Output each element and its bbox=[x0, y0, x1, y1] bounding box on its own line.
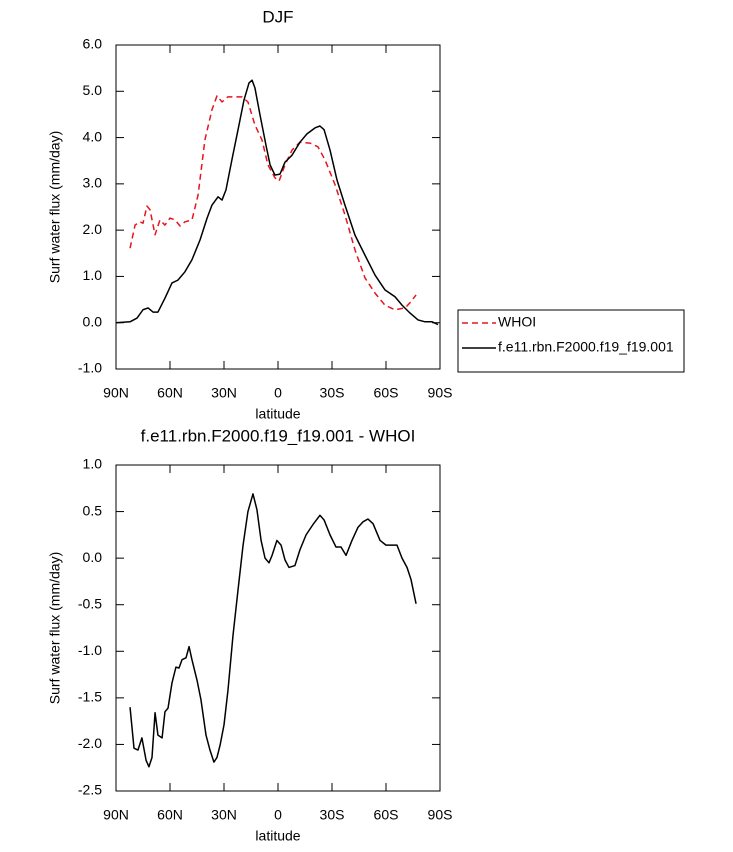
x-tick-label: 30N bbox=[211, 385, 237, 401]
y-tick-label: 1.0 bbox=[83, 267, 103, 283]
data-line bbox=[129, 95, 417, 311]
y-tick-label: 3.0 bbox=[83, 175, 103, 191]
y-tick-label: 0.0 bbox=[83, 549, 103, 565]
chart-title: f.e11.rbn.F2000.f19_f19.001 - WHOI bbox=[141, 426, 416, 445]
x-tick-label: 30S bbox=[320, 385, 345, 401]
x-tick-label: 30S bbox=[320, 807, 345, 823]
data-line bbox=[115, 79, 439, 326]
y-tick-label: -2.0 bbox=[78, 735, 102, 751]
x-tick-label: 60N bbox=[157, 807, 183, 823]
x-tick-label: 0 bbox=[274, 807, 282, 823]
plot-frame bbox=[115, 44, 441, 370]
x-tick-label: 90S bbox=[428, 807, 453, 823]
x-tick-label: 0 bbox=[274, 385, 282, 401]
y-tick-label: -1.0 bbox=[78, 642, 102, 658]
y-tick-label: 2.0 bbox=[83, 221, 103, 237]
y-tick-label: -1.0 bbox=[78, 360, 102, 376]
y-tick-label: 6.0 bbox=[83, 36, 103, 52]
legend-label: WHOI bbox=[498, 314, 536, 330]
x-axis-label: latitude bbox=[255, 828, 300, 844]
x-tick-label: 60S bbox=[374, 385, 399, 401]
x-axis-label: latitude bbox=[255, 406, 300, 422]
y-axis-label: Surf water flux (mm/day) bbox=[47, 131, 63, 283]
plot-frame bbox=[115, 464, 441, 792]
chart-title: DJF bbox=[262, 7, 293, 26]
y-tick-label: 4.0 bbox=[83, 128, 103, 144]
y-axis-label: Surf water flux (mm/day) bbox=[47, 552, 63, 704]
y-tick-label: 0.0 bbox=[83, 313, 103, 329]
y-tick-label: 5.0 bbox=[83, 82, 103, 98]
legend: WHOI f.e11.rbn.F2000.f19_f19.001 bbox=[457, 309, 685, 373]
x-tick-label: 90N bbox=[103, 807, 129, 823]
x-tick-label: 60S bbox=[374, 807, 399, 823]
y-tick-label: 1.0 bbox=[83, 456, 103, 472]
y-tick-label: -1.5 bbox=[78, 689, 102, 705]
legend-box bbox=[457, 309, 685, 373]
legend-label: f.e11.rbn.F2000.f19_f19.001 bbox=[498, 339, 674, 355]
y-tick-label: -0.5 bbox=[78, 595, 102, 611]
y-tick-label: 0.5 bbox=[83, 502, 103, 518]
panel: f.e11.rbn.F2000.f19_f19.001 - WHOI 1.0 0.5… bbox=[47, 426, 453, 843]
x-tick-label: 90S bbox=[428, 385, 453, 401]
x-tick-label: 60N bbox=[157, 385, 183, 401]
y-tick-label: -2.5 bbox=[78, 782, 102, 798]
data-line bbox=[129, 493, 417, 768]
x-tick-label: 90N bbox=[103, 385, 129, 401]
x-tick-label: 30N bbox=[211, 807, 237, 823]
